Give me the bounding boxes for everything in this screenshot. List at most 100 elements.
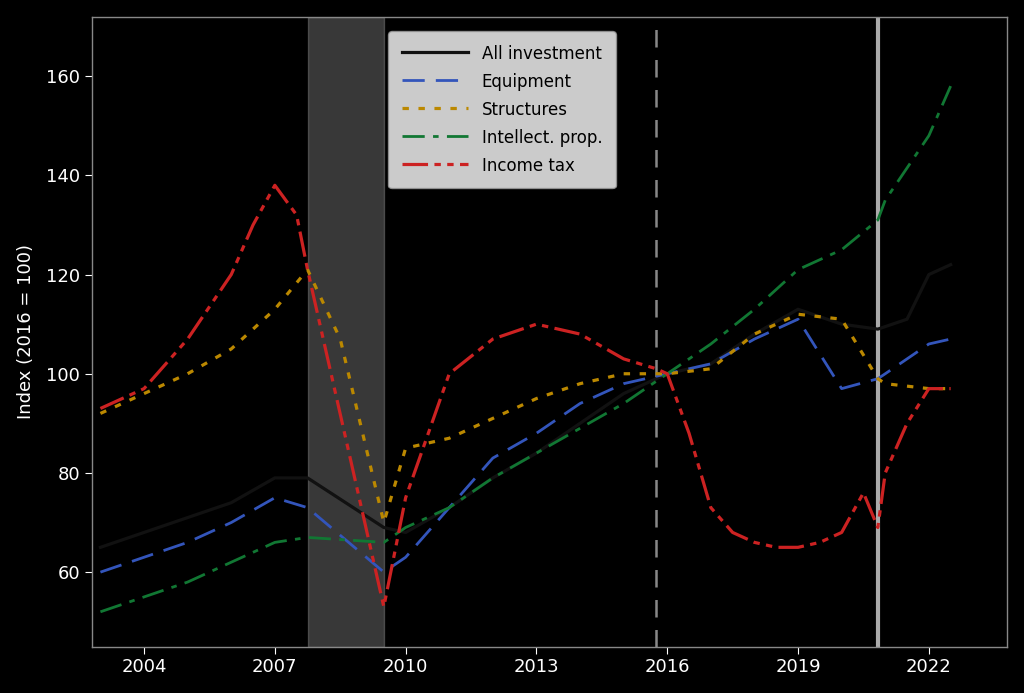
Equipment <box>880 369 892 378</box>
Income tax <box>181 335 194 343</box>
Equipment <box>836 385 848 393</box>
Intellect. prop. <box>573 424 586 432</box>
Equipment <box>792 315 804 324</box>
Intellect. prop. <box>705 340 717 348</box>
Intellect. prop. <box>225 558 238 566</box>
Income tax <box>94 404 106 412</box>
Equipment <box>268 493 281 502</box>
Income tax <box>530 320 543 328</box>
Intellect. prop. <box>792 265 804 274</box>
Income tax <box>705 504 717 512</box>
Income tax <box>901 419 913 428</box>
Intellect. prop. <box>880 196 892 204</box>
All investment <box>530 449 543 457</box>
Income tax <box>247 221 259 229</box>
Equipment <box>944 335 956 343</box>
Equipment <box>705 360 717 368</box>
Equipment <box>94 568 106 577</box>
Intellect. prop. <box>836 245 848 254</box>
Intellect. prop. <box>443 504 456 512</box>
Intellect. prop. <box>94 608 106 616</box>
All investment <box>399 528 412 536</box>
Equipment <box>399 553 412 561</box>
Income tax <box>138 385 151 393</box>
Structures <box>836 315 848 324</box>
Intellect. prop. <box>181 578 194 586</box>
Structures <box>268 305 281 313</box>
Equipment <box>138 553 151 561</box>
All investment <box>617 389 630 398</box>
All investment <box>871 325 884 333</box>
Equipment <box>617 380 630 388</box>
Structures <box>880 380 892 388</box>
Income tax <box>871 523 884 532</box>
All investment <box>138 528 151 536</box>
Structures <box>749 330 761 338</box>
Income tax <box>814 538 826 547</box>
Structures <box>225 345 238 353</box>
All investment <box>792 305 804 313</box>
Intellect. prop. <box>399 523 412 532</box>
All investment <box>836 320 848 328</box>
Line: Intellect. prop.: Intellect. prop. <box>100 86 950 612</box>
Structures <box>138 389 151 398</box>
Equipment <box>225 518 238 527</box>
Income tax <box>268 181 281 189</box>
Structures <box>617 369 630 378</box>
Equipment <box>573 399 586 407</box>
Intellect. prop. <box>871 216 884 224</box>
All investment <box>662 369 674 378</box>
All investment <box>181 514 194 522</box>
Intellect. prop. <box>749 305 761 313</box>
Income tax <box>486 335 499 343</box>
Income tax <box>726 528 738 536</box>
All investment <box>94 543 106 552</box>
All investment <box>923 270 935 279</box>
Income tax <box>378 603 390 611</box>
All investment <box>705 360 717 368</box>
Equipment <box>378 568 390 577</box>
Structures <box>399 444 412 453</box>
Income tax <box>662 369 674 378</box>
Structures <box>378 518 390 527</box>
Equipment <box>181 538 194 547</box>
Structures <box>530 394 543 403</box>
Equipment <box>749 335 761 343</box>
Intellect. prop. <box>944 82 956 90</box>
Intellect. prop. <box>662 369 674 378</box>
Structures <box>662 369 674 378</box>
Income tax <box>399 493 412 502</box>
Structures <box>705 365 717 373</box>
Intellect. prop. <box>378 538 390 547</box>
Intellect. prop. <box>530 449 543 457</box>
Income tax <box>650 365 663 373</box>
Income tax <box>770 543 782 552</box>
Income tax <box>617 355 630 363</box>
Equipment <box>443 504 456 512</box>
Line: Equipment: Equipment <box>100 319 950 572</box>
Structures <box>792 310 804 318</box>
Income tax <box>443 369 456 378</box>
Income tax <box>225 270 238 279</box>
Structures <box>486 414 499 423</box>
Y-axis label: Index (2016 = 100): Index (2016 = 100) <box>16 244 35 419</box>
Income tax <box>291 211 303 219</box>
Equipment <box>486 454 499 462</box>
Income tax <box>857 489 869 497</box>
Equipment <box>530 429 543 437</box>
All investment <box>573 419 586 428</box>
Income tax <box>683 429 695 437</box>
Structures <box>334 335 346 343</box>
Intellect. prop. <box>617 399 630 407</box>
Income tax <box>749 538 761 547</box>
Equipment <box>301 504 313 512</box>
Income tax <box>573 330 586 338</box>
Intellect. prop. <box>268 538 281 547</box>
Income tax <box>836 528 848 536</box>
All investment <box>225 498 238 507</box>
Income tax <box>792 543 804 552</box>
Structures <box>923 385 935 393</box>
Structures <box>573 380 586 388</box>
All investment <box>378 523 390 532</box>
All investment <box>443 504 456 512</box>
